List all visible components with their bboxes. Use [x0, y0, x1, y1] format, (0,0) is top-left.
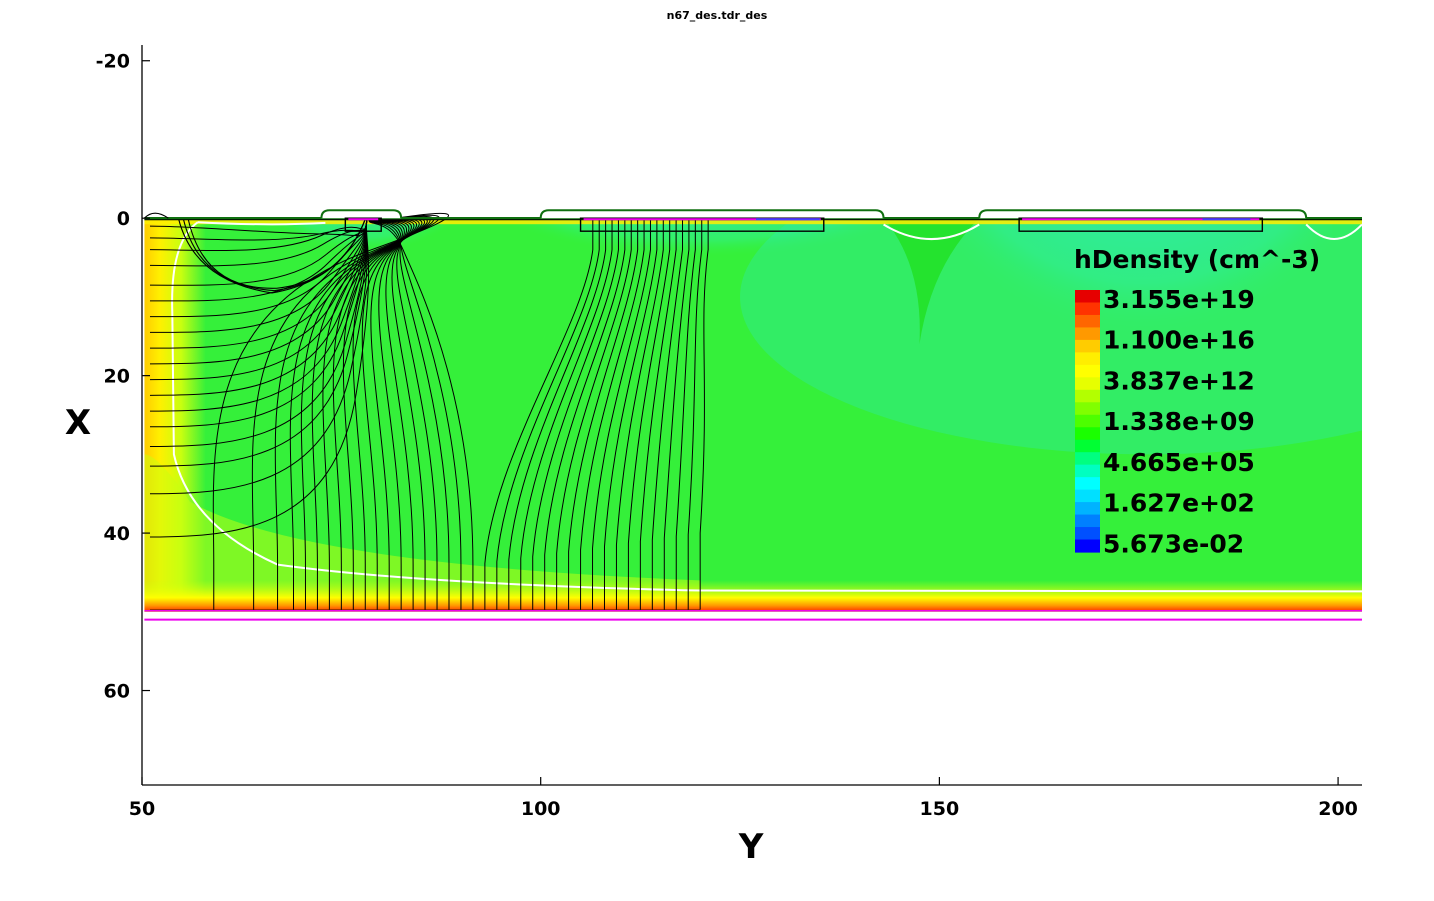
legend-color-swatch: [1075, 402, 1100, 416]
streamline: [187, 218, 366, 289]
streamline: [556, 220, 632, 610]
legend-color-swatch: [1075, 464, 1100, 478]
x-tick-label: 200: [1318, 798, 1358, 820]
junction-contour: [883, 223, 980, 240]
surface-accumulation-strip: [144, 218, 1362, 225]
streamline: [368, 219, 410, 610]
streamline: [699, 220, 709, 610]
legend-color-swatch: [1075, 339, 1100, 353]
streamline: [592, 220, 651, 610]
streamline: [627, 220, 671, 610]
legend-color-swatch: [1075, 439, 1100, 453]
legend-label: 1.627e+02: [1103, 489, 1255, 518]
legend-color-swatch: [1075, 377, 1100, 391]
streamline: [368, 220, 474, 610]
streamline: [580, 220, 645, 610]
legend-label: 1.100e+16: [1103, 326, 1255, 355]
streamline: [615, 220, 664, 610]
plot-title: n67_des.tdr_des: [667, 9, 768, 22]
legend-color-swatch: [1075, 452, 1100, 466]
streamline: [149, 220, 370, 538]
density-field: [144, 218, 1362, 612]
field-notch: [883, 218, 980, 345]
streamline: [368, 219, 438, 610]
streamline: [675, 220, 696, 610]
y-axis-ticks: -20 0 20 40 60: [96, 51, 150, 703]
device-structure: [143, 209, 1362, 621]
streamline: [532, 220, 619, 610]
depletion-region: [740, 218, 1362, 455]
x-tick-label: 150: [920, 798, 960, 820]
legend-color-swatch: [1075, 514, 1100, 528]
streamline: [663, 220, 690, 610]
legend-color-swatch: [1075, 327, 1100, 341]
legend-color-swatch: [1075, 364, 1100, 378]
legend-color-swatch: [1075, 489, 1100, 503]
legend-color-swatch: [1075, 290, 1100, 304]
y-tick-label: 40: [104, 523, 130, 545]
y-axis-title: X: [65, 403, 91, 443]
legend-color-swatch: [1075, 352, 1100, 366]
streamline: [484, 220, 594, 610]
legend-label: 4.665e+05: [1103, 448, 1255, 477]
y-tick-label: 20: [104, 366, 130, 388]
streamline: [212, 212, 449, 610]
streamline: [603, 220, 658, 610]
depletion-region: [949, 218, 1333, 455]
legend-color-swatch: [1075, 539, 1100, 553]
streamline: [361, 219, 412, 610]
gate-electrode: [539, 209, 885, 219]
streamline: [149, 220, 368, 252]
streamline: [544, 220, 626, 610]
streamline: [368, 219, 426, 610]
streamline: [368, 219, 414, 610]
y-tick-label: 60: [104, 681, 130, 703]
gate-electrode: [978, 209, 1308, 219]
bottom-accumulation-band: [144, 580, 1362, 612]
legend-color-swatch: [1075, 414, 1100, 428]
streamline: [149, 220, 368, 267]
axes: 50 100 150 200 -20 0 20 40 60: [96, 45, 1362, 820]
x-axis-title: Y: [738, 827, 764, 867]
streamline: [568, 220, 639, 610]
legend-color-swatch: [1075, 527, 1100, 541]
legend-labels: 3.155e+19 1.100e+16 3.837e+12 1.338e+09 4.66…: [1103, 285, 1255, 558]
junction-contour: [1305, 223, 1362, 240]
streamline: [368, 219, 407, 610]
lower-left-accumulation: [144, 454, 701, 612]
legend-label: 5.673e-02: [1103, 529, 1244, 558]
legend-colorbar: [1075, 290, 1100, 553]
streamline: [639, 220, 677, 610]
legend-color-swatch: [1075, 502, 1100, 516]
legend-label: 3.837e+12: [1103, 366, 1255, 395]
y-tick-label: 0: [117, 208, 130, 230]
legend-color-swatch: [1075, 389, 1100, 403]
legend-color-swatch: [1075, 477, 1100, 491]
legend-title: hDensity (cm^-3): [1074, 245, 1320, 274]
legend-label: 3.155e+19: [1103, 285, 1255, 314]
gate-electrode: [320, 209, 403, 219]
streamline: [508, 220, 607, 610]
left-contact-cap: [143, 212, 169, 219]
streamline: [496, 220, 600, 610]
streamline: [687, 220, 703, 610]
streamline: [520, 220, 613, 610]
legend-color-swatch: [1075, 302, 1100, 316]
x-axis-ticks: 50 100 150 200: [129, 777, 1358, 820]
legend-color-swatch: [1075, 427, 1100, 441]
legend-label: 1.338e+09: [1103, 407, 1255, 436]
junction-contour: [197, 221, 326, 226]
streamline: [368, 219, 450, 610]
x-tick-label: 50: [129, 798, 155, 820]
streamline: [651, 220, 684, 610]
streamline: [149, 220, 368, 302]
legend-color-swatch: [1075, 314, 1100, 329]
legend: hDensity (cm^-3) 3.155e+19 1.100e+16 3.837…: [1074, 245, 1320, 558]
x-tick-label: 100: [521, 798, 561, 820]
streamline: [368, 220, 462, 610]
y-tick-label: -20: [96, 51, 130, 73]
